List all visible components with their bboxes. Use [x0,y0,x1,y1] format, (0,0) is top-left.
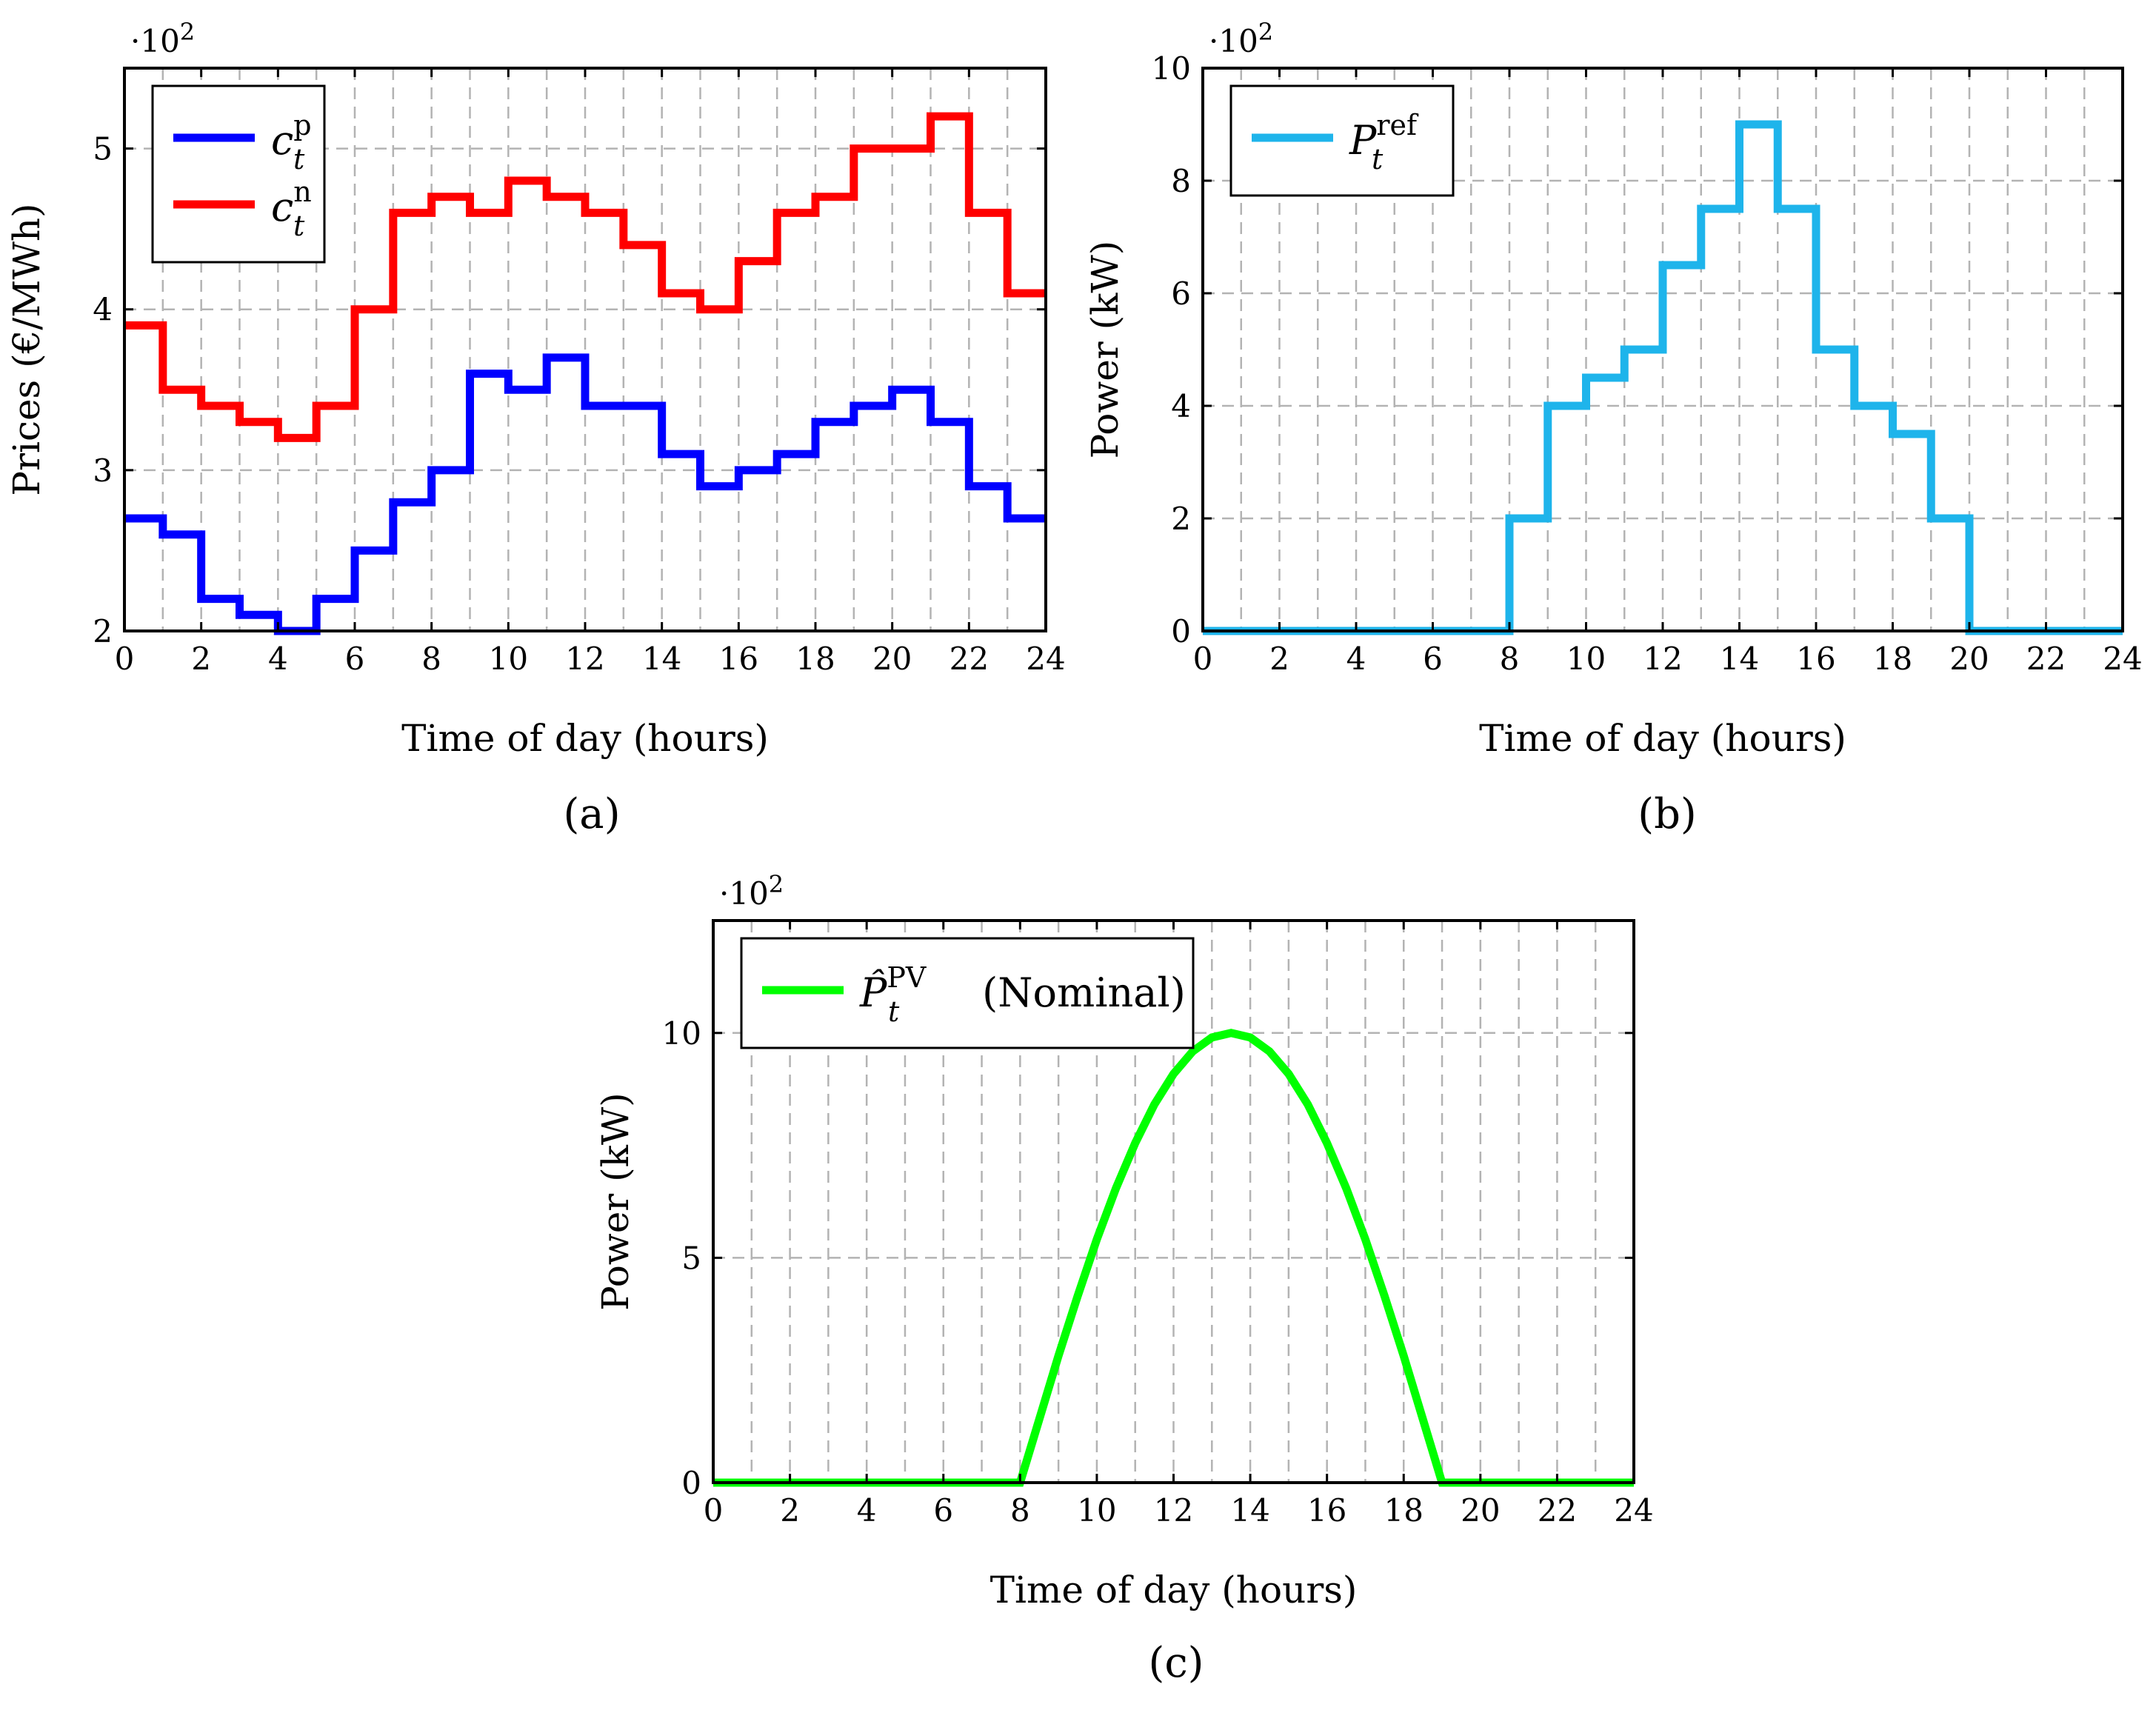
x-axis-title: Time of day (hours) [401,717,769,760]
x-tick-label: 4 [268,641,288,677]
x-tick-label: 24 [1614,1492,1653,1529]
y-multiplier-exp: 2 [769,870,784,898]
x-tick-label: 14 [1230,1492,1269,1529]
x-axis-title: Time of day (hours) [1479,717,1846,760]
x-tick-label: 6 [345,641,365,677]
legend-base: P [1349,117,1378,164]
panel-label: (b) [1638,790,1697,838]
legend-entry-label: P̂PV t (Nominal) [859,961,1186,1028]
x-tick-label: 14 [642,641,681,677]
x-tick-label: 14 [1720,641,1759,677]
y-multiplier-base: ·10 [130,23,180,59]
panel-label: (a) [563,790,620,838]
x-tick-label: 6 [933,1492,953,1529]
y-tick-label: 3 [93,452,113,489]
x-tick-label: 4 [857,1492,877,1529]
x-tick-label: 16 [1307,1492,1346,1529]
x-tick-label: 24 [2103,641,2142,677]
x-tick-label: 0 [1193,641,1213,677]
panel-label: (c) [1148,1639,1204,1687]
y-tick-label: 0 [681,1465,701,1501]
series-line-1 [124,112,1046,442]
legend-subscript: t [1372,143,1384,176]
x-tick-label: 20 [1949,641,1989,677]
legend-base: c [271,184,293,230]
x-tick-label: 10 [489,641,528,677]
x-tick-label: 10 [1566,641,1606,677]
legend-subscript: t [293,143,305,176]
x-tick-label: 8 [1500,641,1520,677]
x-tick-label: 18 [1384,1492,1424,1529]
legend-superscript: n [293,176,311,208]
legend-base: c [271,117,293,164]
legend: Pref t [1229,84,1455,197]
y-tick-label: 8 [1171,163,1191,199]
y-multiplier: ·102 [130,18,195,59]
legend-box [151,84,326,264]
x-tick-label: 0 [115,641,135,677]
x-tick-label: 10 [1077,1492,1116,1529]
x-tick-label: 20 [1461,1492,1500,1529]
y-multiplier: ·102 [719,870,784,912]
x-tick-label: 18 [795,641,835,677]
legend-superscript: p [293,109,311,141]
x-tick-label: 12 [1154,1492,1193,1529]
y-tick-label: 2 [93,613,113,649]
legend: P̂PV t (Nominal) [740,937,1195,1049]
x-tick-label: 20 [872,641,912,677]
x-tick-label: 18 [1873,641,1912,677]
y-multiplier: ·102 [1209,18,1273,59]
y-tick-label: 4 [93,292,113,328]
x-tick-label: 4 [1346,641,1366,677]
legend-entry-label: cp t [271,109,312,176]
x-tick-label: 22 [949,641,989,677]
y-multiplier-base: ·10 [1209,23,1258,59]
legend-superscript: ref [1376,109,1419,141]
y-multiplier-base: ·10 [719,875,769,912]
y-tick-label: 6 [1171,275,1191,312]
y-tick-label: 2 [1171,501,1191,537]
x-tick-label: 8 [421,641,441,677]
x-tick-label: 24 [1026,641,1065,677]
x-tick-label: 12 [1643,641,1682,677]
y-axis-title: Power (kW) [1084,241,1127,459]
y-multiplier-exp: 2 [1258,18,1273,46]
legend-suffix: (Nominal) [969,969,1186,1016]
x-tick-label: 0 [704,1492,724,1529]
x-tick-label: 22 [2026,641,2066,677]
legend-subscript: t [293,210,305,242]
y-tick-label: 5 [93,131,113,167]
x-axis-title: Time of day (hours) [990,1569,1358,1612]
legend-superscript: PV [887,961,927,994]
x-tick-label: 22 [1538,1492,1577,1529]
legend-subscript: t [888,995,900,1028]
series-line-0 [713,1029,1634,1487]
x-tick-label: 8 [1010,1492,1030,1529]
legend-entry-label: cn t [271,176,312,242]
y-axis-title: Power (kW) [594,1092,637,1311]
x-tick-label: 16 [719,641,758,677]
x-tick-label: 12 [565,641,604,677]
legend-base: P̂ [859,969,888,1016]
y-tick-label: 10 [1152,50,1191,87]
y-multiplier-exp: 2 [180,18,195,46]
x-tick-label: 2 [780,1492,800,1529]
x-tick-label: 6 [1423,641,1443,677]
legend-entry-label: Pref t [1349,109,1419,176]
legend: cp tcn t [151,84,326,264]
y-tick-label: 0 [1171,613,1191,649]
x-tick-label: 2 [1269,641,1289,677]
y-tick-label: 10 [662,1015,701,1052]
y-tick-label: 4 [1171,388,1191,424]
y-tick-label: 5 [681,1240,701,1276]
x-tick-label: 2 [191,641,211,677]
x-tick-label: 16 [1796,641,1835,677]
y-axis-title: Prices (€/MWh) [5,203,48,495]
